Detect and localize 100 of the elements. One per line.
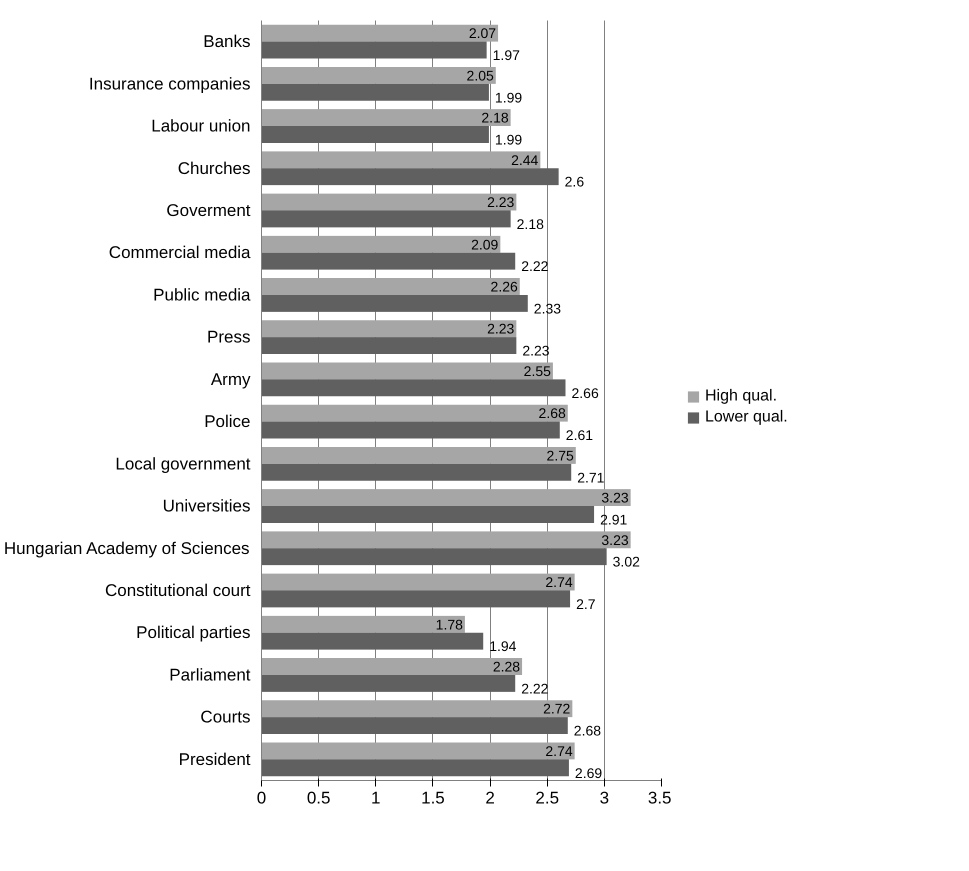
y-tick-label: Police — [204, 412, 251, 432]
data-label: 2.75 — [546, 447, 574, 464]
y-tick-label: Army — [210, 370, 251, 389]
y-tick-label: Press — [207, 328, 251, 347]
data-label: 2.74 — [545, 742, 573, 759]
x-tick-label: 0.5 — [306, 788, 330, 808]
bar — [262, 531, 631, 548]
bar — [262, 337, 516, 354]
data-label: 2.69 — [574, 764, 602, 781]
bar — [262, 658, 522, 675]
data-label: 2.22 — [521, 680, 549, 696]
data-label: 2.22 — [521, 258, 549, 274]
bar — [262, 320, 516, 338]
y-tick-label: Hungarian Academy of Sciences — [4, 538, 250, 558]
data-label: 2.18 — [481, 110, 509, 126]
data-label: 2.18 — [516, 216, 544, 232]
data-label: 1.97 — [492, 47, 520, 64]
bar — [262, 210, 511, 228]
bar — [262, 109, 511, 126]
bar — [262, 674, 516, 692]
y-tick-label: Courts — [200, 708, 251, 727]
data-label: 3.02 — [612, 554, 640, 570]
x-tick-label: 0 — [256, 788, 266, 808]
x-tick-label: 3 — [600, 788, 610, 808]
y-tick-label: President — [178, 750, 251, 769]
data-label: 2.66 — [572, 384, 599, 401]
bar — [262, 84, 489, 101]
data-label: 2.74 — [545, 574, 573, 590]
data-label: 2.44 — [511, 152, 539, 168]
data-label: 2.68 — [574, 722, 602, 739]
bar — [262, 66, 496, 84]
data-label: 2.23 — [487, 320, 515, 337]
bar — [262, 194, 516, 210]
bar — [262, 574, 575, 590]
bar — [262, 422, 560, 438]
legend-label: High qual. — [705, 388, 778, 406]
bar — [262, 404, 568, 422]
y-tick-label: Commercial media — [108, 243, 252, 262]
data-label: 2.91 — [600, 512, 628, 528]
data-label: 1.78 — [436, 616, 464, 632]
bar — [262, 126, 489, 143]
y-tick-label: Churches — [178, 158, 251, 178]
bar — [262, 379, 566, 396]
bar — [262, 759, 569, 776]
x-tick-label: 2 — [485, 788, 495, 808]
y-tick-label: Constitutional court — [104, 581, 251, 600]
bar — [262, 151, 540, 168]
y-tick-label: Goverment — [166, 201, 251, 220]
bar — [262, 42, 487, 58]
bar — [262, 168, 559, 186]
data-label: 2.72 — [543, 700, 571, 717]
bar — [262, 590, 570, 608]
bar — [262, 236, 500, 253]
x-tick-label: 1.5 — [421, 788, 445, 808]
y-tick-label: Public media — [153, 285, 252, 304]
bar — [262, 446, 576, 464]
y-tick-label: Labour union — [151, 116, 251, 136]
data-label: 2.23 — [522, 342, 550, 359]
y-tick-label: Parliament — [169, 665, 251, 684]
bar — [262, 506, 594, 523]
bar — [262, 278, 520, 295]
data-label: 2.23 — [487, 194, 515, 210]
bar — [262, 464, 572, 481]
data-label: 2.7 — [576, 596, 596, 612]
bar — [262, 24, 498, 42]
legend-label: Lower qual. — [705, 408, 788, 426]
y-tick-label: Banks — [203, 32, 250, 52]
x-tick-label: 3.5 — [648, 788, 672, 808]
data-label: 2.6 — [564, 174, 584, 190]
bar — [262, 700, 572, 718]
data-label: 1.99 — [494, 132, 522, 148]
data-label: 2.68 — [538, 405, 566, 422]
data-label: 2.09 — [471, 236, 499, 252]
bar — [262, 294, 528, 312]
data-label: 3.23 — [601, 532, 629, 548]
bar — [262, 742, 575, 760]
bar — [262, 362, 553, 380]
data-label: 2.05 — [466, 67, 494, 84]
bar — [262, 717, 568, 734]
bar — [262, 616, 465, 633]
data-label: 2.07 — [468, 25, 496, 42]
bar — [262, 632, 484, 650]
y-tick-label: Insurance companies — [88, 74, 250, 94]
x-tick-label: 1 — [371, 788, 381, 808]
data-label: 1.94 — [489, 638, 517, 654]
bar — [262, 252, 516, 270]
data-label: 2.28 — [492, 658, 520, 674]
data-label: 2.55 — [524, 362, 552, 379]
data-label: 2.61 — [566, 427, 594, 444]
data-label: 2.26 — [490, 278, 518, 294]
x-tick-label: 2.5 — [535, 788, 560, 808]
data-label: 2.33 — [534, 300, 562, 316]
data-label: 1.99 — [494, 89, 522, 106]
data-label: 3.23 — [601, 490, 629, 506]
y-tick-label: Universities — [162, 496, 251, 516]
bar — [262, 548, 607, 566]
data-label: 2.71 — [577, 469, 605, 486]
y-tick-label: Political parties — [136, 623, 250, 642]
bar — [262, 489, 631, 506]
y-tick-label: Local government — [115, 454, 251, 474]
